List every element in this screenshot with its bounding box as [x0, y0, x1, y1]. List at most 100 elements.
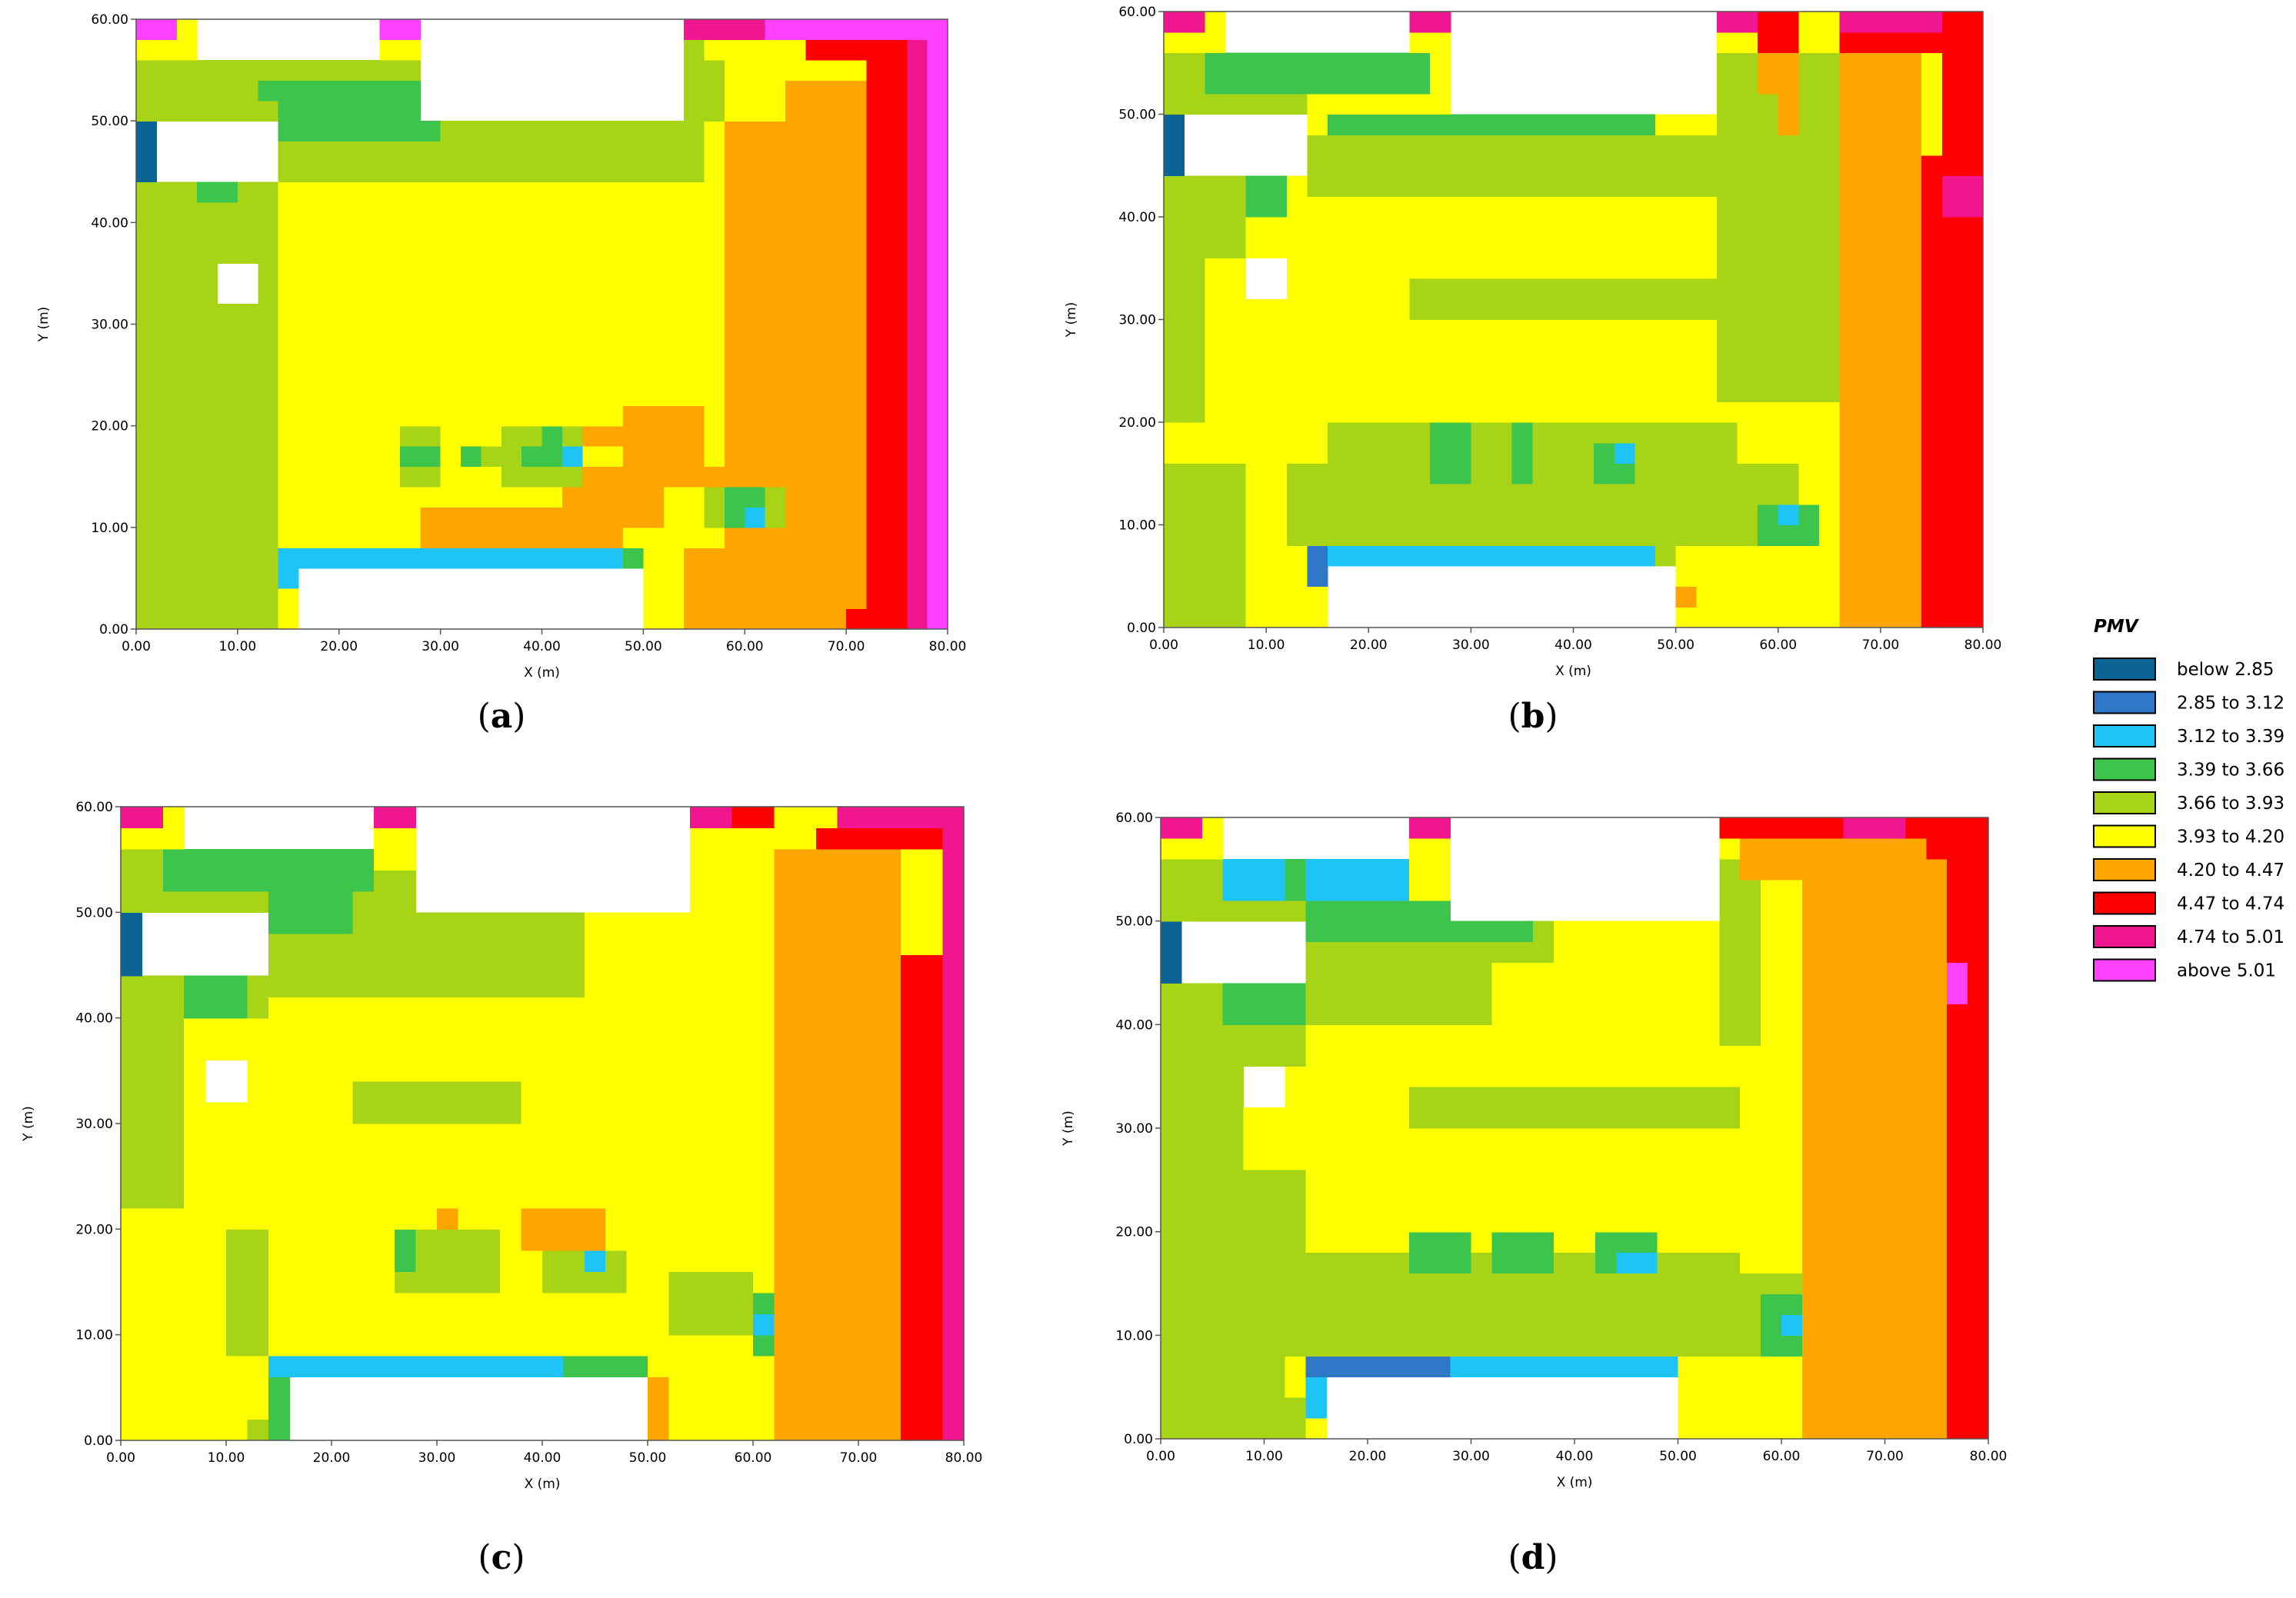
heatmap-cell [602, 486, 624, 508]
heatmap-cell [1696, 196, 1718, 218]
heatmap-cell [1471, 1128, 1492, 1150]
heatmap-cell [1636, 1190, 1658, 1212]
y-tick-label: 20.00 [1118, 415, 1156, 431]
heatmap-cell [461, 344, 482, 365]
heatmap-cell [1843, 1314, 1865, 1336]
heatmap-cell [1615, 1004, 1638, 1025]
heatmap-cell [1409, 135, 1431, 156]
heatmap-cell [500, 1313, 522, 1336]
heatmap-cell [785, 283, 806, 305]
heatmap-cell [785, 446, 806, 468]
heatmap-cell [1941, 401, 1963, 423]
heatmap-cell [1657, 1231, 1679, 1253]
heatmap-cell [1285, 858, 1306, 881]
heatmap-cell [1798, 524, 1820, 546]
heatmap-cell [1161, 1107, 1182, 1129]
heatmap-cell [753, 954, 775, 977]
heatmap-cell [1921, 586, 1943, 608]
heatmap-cell [1450, 175, 1471, 197]
heatmap-cell [437, 1250, 458, 1272]
heatmap-cell [458, 1187, 480, 1209]
heatmap-cell [1266, 340, 1288, 361]
heatmap-cell [1532, 340, 1554, 361]
heatmap-cell [1819, 217, 1841, 238]
heatmap-cell [1491, 319, 1513, 341]
heatmap-cell [500, 1060, 522, 1082]
heatmap-cell [1657, 1252, 1679, 1274]
heatmap-cell [217, 608, 238, 630]
legend-label: 3.66 to 3.93 [2177, 794, 2284, 814]
heatmap-cell [1326, 941, 1348, 964]
heatmap-cell [1285, 1273, 1306, 1295]
heatmap-cell [289, 975, 312, 997]
heatmap-cell [584, 1081, 606, 1104]
heatmap-cell [1921, 484, 1943, 505]
heatmap-cell [437, 933, 458, 955]
heatmap-cell [1201, 879, 1224, 901]
heatmap-cell [399, 80, 421, 102]
heatmap-cell [1905, 837, 1927, 860]
heatmap-cell [521, 1102, 543, 1124]
heatmap-cell [1698, 1128, 1720, 1150]
heatmap-cell [927, 365, 948, 386]
heatmap-cell [785, 486, 806, 508]
heatmap-cell [1716, 504, 1738, 526]
heatmap-cell [602, 141, 624, 162]
heatmap-cell [1884, 879, 1906, 901]
heatmap-cell [1222, 1314, 1245, 1336]
heatmap-cell [1164, 340, 1185, 361]
heatmap-cell [176, 365, 198, 386]
heatmap-cell [1554, 1087, 1575, 1108]
heatmap-cell [121, 1292, 142, 1314]
heatmap-cell [1595, 1356, 1617, 1377]
heatmap-cell [668, 1313, 691, 1336]
heatmap-cell [724, 283, 745, 305]
heatmap-cell [1408, 1148, 1431, 1170]
heatmap-cell [563, 1060, 585, 1082]
heatmap-cell [1758, 52, 1779, 74]
heatmap-cell [711, 1377, 733, 1399]
heatmap-cell [1575, 1128, 1596, 1150]
heatmap-cell [1698, 1335, 1720, 1357]
heatmap-cell [437, 1060, 458, 1082]
heatmap-cell [1388, 1169, 1410, 1191]
heatmap-cell [846, 568, 868, 589]
heatmap-cell [332, 891, 353, 913]
heatmap-cell [1181, 1190, 1203, 1212]
heatmap-cell [765, 121, 786, 142]
heatmap-cell [1243, 1004, 1265, 1025]
heatmap-cell [1430, 12, 1451, 33]
heatmap-cell [921, 1419, 944, 1441]
heatmap-cell [1533, 1107, 1555, 1129]
heatmap-cell [866, 80, 888, 102]
heatmap-cell [481, 365, 502, 386]
heatmap-cell [816, 1207, 838, 1230]
heatmap-cell [1450, 1107, 1472, 1129]
heatmap-cell [420, 365, 442, 386]
heatmap-cell [1429, 1210, 1451, 1233]
heatmap-cell [226, 1165, 248, 1187]
heatmap-cell [1181, 1314, 1203, 1336]
heatmap-cell [724, 507, 745, 528]
heatmap-cell [1941, 442, 1963, 464]
heatmap-cell [1635, 504, 1656, 526]
heatmap-cell [1615, 983, 1638, 1004]
heatmap-cell [1161, 1190, 1182, 1212]
heatmap-cell [373, 1102, 395, 1124]
heatmap-cell [461, 201, 482, 223]
heatmap-cell [668, 1124, 691, 1146]
heatmap-cell [582, 181, 604, 203]
heatmap-cell [1225, 422, 1247, 444]
heatmap-cell [1429, 1190, 1451, 1212]
heatmap-cell [805, 263, 827, 285]
heatmap-cell [542, 466, 563, 488]
heatmap-cell [226, 1017, 248, 1040]
x-tick-label: 20.00 [1350, 638, 1388, 653]
heatmap-cell [711, 807, 733, 829]
heatmap-cell [1843, 837, 1865, 860]
heatmap-cell [643, 263, 665, 285]
heatmap-cell [310, 1250, 332, 1272]
heatmap-cell [1181, 1087, 1203, 1108]
heatmap-cell [745, 304, 766, 325]
heatmap-cell [785, 59, 806, 81]
